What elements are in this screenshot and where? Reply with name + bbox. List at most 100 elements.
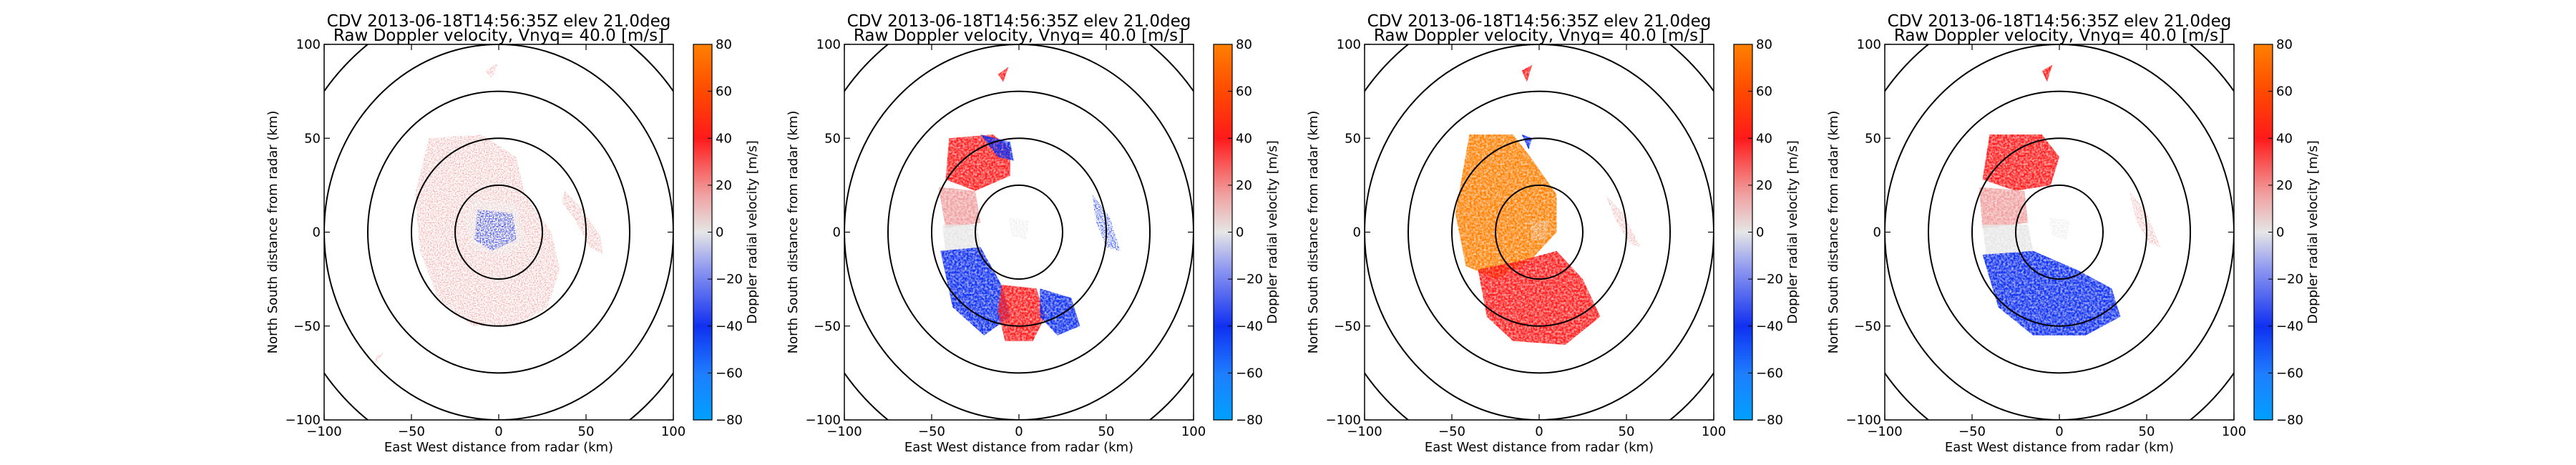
colorbar-tick-label: 60 xyxy=(1236,84,1252,99)
colorbar-tick-label: −60 xyxy=(1756,366,1783,381)
range-ring xyxy=(931,137,1107,327)
velocity-echo-9 xyxy=(997,67,1009,82)
y-tick-label: 0 xyxy=(313,225,321,240)
y-tick-label: −100 xyxy=(1326,413,1361,428)
velocity-echo-3 xyxy=(938,187,981,229)
y-tick-label: 50 xyxy=(824,131,841,146)
y-tick-label: 50 xyxy=(304,131,321,146)
colorbar-tick-label: −40 xyxy=(1236,319,1263,334)
radar-panel-2: CDV 2013-06-18T14:56:35Z elev 21.0degRaw… xyxy=(786,12,1280,455)
radar-panel-3: CDV 2013-06-18T14:56:35Z elev 21.0degRaw… xyxy=(1306,12,1800,455)
colorbar-tick-label: 0 xyxy=(716,225,723,240)
y-axis-label: North South distance from radar (km) xyxy=(786,111,801,354)
panel-title: CDV 2013-06-18T14:56:35Z elev 21.0deg xyxy=(847,12,1191,31)
x-axis-label: East West distance from radar (km) xyxy=(384,440,613,455)
y-tick-label: −50 xyxy=(1334,319,1361,334)
range-ring xyxy=(411,137,587,327)
colorbar-tick-label: 40 xyxy=(1236,131,1252,146)
velocity-echo-6 xyxy=(1528,220,1550,240)
velocity-echo-3 xyxy=(1982,225,2034,255)
colorbar-tick-label: 80 xyxy=(2276,37,2293,52)
colorbar-tick-label: −80 xyxy=(1236,413,1263,428)
y-tick-label: 0 xyxy=(1873,225,1881,240)
velocity-echo-3 xyxy=(484,63,499,79)
colorbar-tick-label: 20 xyxy=(716,178,732,193)
x-tick-label: −50 xyxy=(918,424,945,439)
y-tick-label: 100 xyxy=(1337,37,1361,52)
panel-title: CDV 2013-06-18T14:56:35Z elev 21.0deg xyxy=(327,12,671,31)
y-tick-label: 100 xyxy=(816,37,841,52)
x-tick-label: 100 xyxy=(1702,424,1726,439)
x-axis-label: East West distance from radar (km) xyxy=(1945,440,2174,455)
y-tick-label: −100 xyxy=(806,413,841,428)
x-tick-label: 100 xyxy=(1181,424,1206,439)
plot-area xyxy=(1365,44,1714,420)
x-tick-label: −50 xyxy=(398,424,425,439)
colorbar-tick-label: 20 xyxy=(2276,178,2293,193)
colorbar-tick-label: −20 xyxy=(1756,272,1783,287)
colorbar-tick-label: 40 xyxy=(1756,131,1772,146)
colorbar-tick-label: −60 xyxy=(2276,366,2303,381)
range-ring xyxy=(1451,137,1627,327)
velocity-echo-2 xyxy=(561,190,604,255)
range-ring xyxy=(1407,90,1671,374)
plot-area xyxy=(844,44,1194,420)
x-axis-label: East West distance from radar (km) xyxy=(904,440,1133,455)
x-tick-label: 50 xyxy=(2139,424,2155,439)
range-ring xyxy=(454,184,543,280)
range-ring xyxy=(1928,90,2191,374)
colorbar-tick-label: 20 xyxy=(1756,178,1772,193)
colorbar-tick-label: 80 xyxy=(1756,37,1772,52)
colorbar-tick-label: −20 xyxy=(2276,272,2303,287)
velocity-echo-1 xyxy=(1455,134,1557,280)
colorbar: 80 60 40 20 0 −20 −40 −60 −80 Doppler radial velo… xyxy=(2253,37,2321,428)
y-tick-label: 0 xyxy=(1353,225,1361,240)
velocity-echo-1 xyxy=(1982,134,2059,191)
y-tick-label: −50 xyxy=(1854,319,1881,334)
velocity-echo-6 xyxy=(474,210,517,251)
colorbar-tick-label: −20 xyxy=(1236,272,1263,287)
colorbar-tick-label: 20 xyxy=(1236,178,1252,193)
x-tick-label: 0 xyxy=(1535,424,1543,439)
range-ring xyxy=(367,90,630,374)
velocity-echo-2 xyxy=(980,134,1014,161)
panel-subtitle: Raw Doppler velocity, Vnyq= 40.0 [m/s] xyxy=(1374,26,1704,45)
plot-area xyxy=(324,44,673,420)
colorbar-tick-label: 0 xyxy=(1236,225,1244,240)
x-tick-label: 100 xyxy=(661,424,686,439)
velocity-echo-2 xyxy=(1979,187,2029,229)
panel-subtitle: Raw Doppler velocity, Vnyq= 40.0 [m/s] xyxy=(333,26,664,45)
colorbar-label: Doppler radial velocity [m/s] xyxy=(745,140,760,324)
colorbar-label: Doppler radial velocity [m/s] xyxy=(2306,140,2321,324)
colorbar-tick-label: −40 xyxy=(716,319,743,334)
velocity-echo-7 xyxy=(1040,288,1080,336)
colorbar: 80 60 40 20 0 −20 −40 −60 −80 Doppler radial velo… xyxy=(693,37,760,428)
x-tick-label: 50 xyxy=(1098,424,1115,439)
velocity-echo-6 xyxy=(997,285,1045,341)
colorbar-tick-label: 60 xyxy=(716,84,732,99)
x-tick-label: −100 xyxy=(306,424,341,439)
panels: CDV 2013-06-18T14:56:35Z elev 21.0degRaw… xyxy=(265,12,2321,455)
colorbar-tick-label: −80 xyxy=(716,413,743,428)
x-tick-label: −100 xyxy=(1347,424,1382,439)
colorbar-tick-label: −40 xyxy=(2276,319,2303,334)
panel-title: CDV 2013-06-18T14:56:35Z elev 21.0deg xyxy=(1367,12,1712,31)
velocity-echo-4 xyxy=(1605,195,1641,248)
x-tick-label: −50 xyxy=(1958,424,1986,439)
range-ring xyxy=(1971,137,2147,327)
colorbar-tick-label: −80 xyxy=(2276,413,2303,428)
velocity-echo-7 xyxy=(2049,217,2070,240)
velocity-echo-10 xyxy=(1008,217,1030,240)
plot-area xyxy=(1885,44,2234,420)
range-ring xyxy=(1495,184,1584,280)
x-axis-label: East West distance from radar (km) xyxy=(1425,440,1654,455)
radar-panel-4: CDV 2013-06-18T14:56:35Z elev 21.0degRaw… xyxy=(1826,12,2321,455)
velocity-echo-5 xyxy=(2129,190,2161,248)
y-axis-label: North South distance from radar (km) xyxy=(1306,111,1321,354)
colorbar-tick-label: 60 xyxy=(1756,84,1772,99)
colorbar-tick-label: 60 xyxy=(2276,84,2293,99)
range-ring xyxy=(975,184,1063,280)
x-tick-label: 0 xyxy=(2055,424,2063,439)
y-tick-label: 100 xyxy=(296,37,321,52)
